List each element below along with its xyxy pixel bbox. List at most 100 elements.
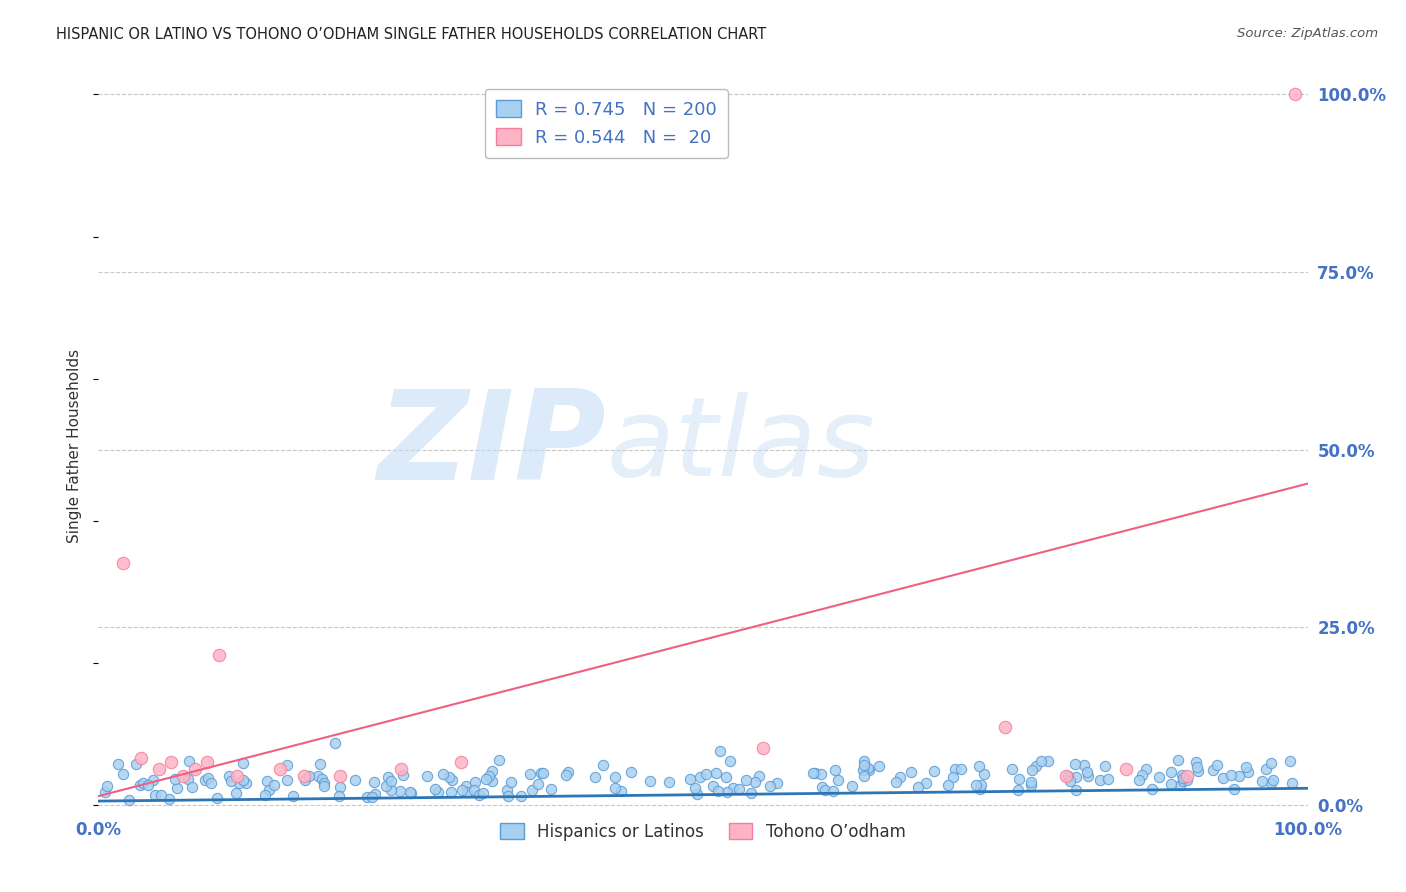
Point — [922, 764, 945, 779]
Point — [1025, 758, 1047, 772]
Point — [942, 770, 965, 784]
Point — [973, 767, 995, 781]
Point — [519, 767, 541, 781]
Point — [530, 766, 553, 780]
Point — [592, 757, 614, 772]
Point — [425, 782, 447, 797]
Point — [1063, 757, 1085, 772]
Point — [344, 772, 367, 787]
Point — [401, 786, 423, 800]
Point — [1185, 755, 1208, 769]
Point — [112, 767, 135, 781]
Point — [1076, 764, 1098, 779]
Point — [143, 789, 166, 803]
Point — [620, 765, 643, 780]
Point — [1135, 762, 1157, 776]
Point — [361, 789, 384, 804]
Point — [253, 788, 276, 802]
Point — [714, 770, 737, 784]
Point — [758, 779, 780, 793]
Point — [603, 780, 626, 795]
Point — [709, 744, 731, 758]
Point — [810, 766, 832, 780]
Text: atlas: atlas — [606, 392, 875, 500]
Point — [1021, 763, 1043, 777]
Point — [118, 793, 141, 807]
Point — [1254, 763, 1277, 777]
Point — [748, 769, 770, 783]
Point — [509, 789, 531, 803]
Point — [1260, 776, 1282, 790]
Point — [94, 785, 117, 799]
Point — [1054, 769, 1077, 783]
Point — [475, 772, 498, 787]
Point — [1251, 773, 1274, 788]
Point — [841, 779, 863, 793]
Point — [821, 783, 844, 797]
Point — [200, 776, 222, 790]
Point — [520, 783, 543, 797]
Point — [1128, 772, 1150, 787]
Point — [456, 779, 478, 793]
Point — [1007, 783, 1029, 797]
Text: Source: ZipAtlas.com: Source: ZipAtlas.com — [1237, 27, 1378, 40]
Point — [583, 770, 606, 784]
Point — [221, 773, 243, 788]
Point — [464, 775, 486, 789]
Point — [824, 764, 846, 778]
Point — [142, 773, 165, 788]
Point — [1064, 782, 1087, 797]
Point — [1175, 769, 1198, 783]
Point — [721, 781, 744, 796]
Point — [907, 780, 929, 794]
Point — [658, 775, 681, 789]
Point — [856, 761, 879, 775]
Point — [195, 755, 218, 769]
Point — [686, 787, 709, 801]
Point — [994, 719, 1017, 733]
Point — [157, 792, 180, 806]
Point — [269, 762, 291, 776]
Point — [1160, 777, 1182, 791]
Point — [364, 787, 387, 801]
Point — [312, 776, 335, 790]
Point — [679, 772, 702, 787]
Point — [1057, 769, 1080, 783]
Point — [852, 769, 875, 783]
Point — [1205, 757, 1227, 772]
Point — [1170, 779, 1192, 793]
Point — [177, 754, 200, 768]
Point — [478, 769, 501, 783]
Point — [232, 756, 254, 770]
Point — [399, 785, 422, 799]
Point — [328, 789, 350, 803]
Point — [605, 770, 627, 784]
Point — [853, 755, 876, 769]
Point — [1237, 765, 1260, 780]
Point — [852, 763, 875, 777]
Point — [432, 766, 454, 780]
Point — [165, 772, 187, 787]
Point — [609, 784, 631, 798]
Point — [180, 780, 202, 794]
Point — [1140, 781, 1163, 796]
Point — [166, 781, 188, 796]
Point — [969, 778, 991, 792]
Point — [1175, 773, 1198, 788]
Point — [439, 785, 461, 799]
Point — [218, 769, 240, 783]
Point — [276, 772, 298, 787]
Y-axis label: Single Father Households: Single Father Households — [67, 349, 83, 543]
Point — [415, 769, 437, 783]
Point — [1173, 773, 1195, 788]
Point — [256, 774, 278, 789]
Point — [294, 772, 316, 787]
Point — [160, 755, 183, 769]
Point — [488, 753, 510, 767]
Text: HISPANIC OR LATINO VS TOHONO O’ODHAM SINGLE FATHER HOUSEHOLDS CORRELATION CHART: HISPANIC OR LATINO VS TOHONO O’ODHAM SIN… — [56, 27, 766, 42]
Point — [695, 766, 717, 780]
Point — [814, 782, 837, 797]
Point — [389, 762, 412, 776]
Point — [427, 784, 450, 798]
Point — [197, 772, 219, 786]
